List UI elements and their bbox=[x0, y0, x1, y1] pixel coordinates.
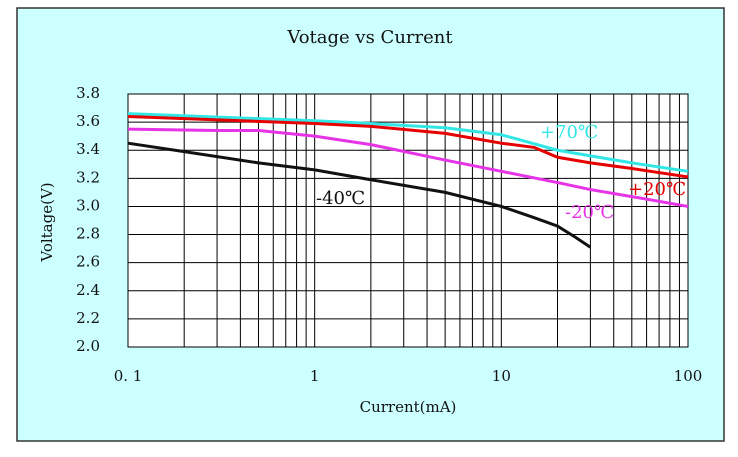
series-label: -20℃ bbox=[565, 202, 614, 223]
chart-title: Votage vs Current bbox=[286, 27, 453, 48]
y-tick-label: 3.6 bbox=[76, 112, 100, 130]
series-line bbox=[127, 114, 689, 179]
x-tick-label: 1 bbox=[310, 367, 320, 385]
y-tick-label: 3.2 bbox=[76, 168, 100, 186]
series-line bbox=[127, 141, 592, 249]
y-tick-label: 2.8 bbox=[76, 225, 100, 243]
y-tick-label: 2.6 bbox=[76, 253, 100, 271]
y-tick-label: 3.8 bbox=[76, 84, 100, 102]
x-tick-label: 10 bbox=[492, 367, 511, 385]
y-axis-label: Voltage(V) bbox=[38, 182, 56, 262]
series-label: +20℃ bbox=[628, 179, 686, 200]
series-line bbox=[127, 127, 689, 208]
y-tick-label: 3.4 bbox=[76, 140, 100, 158]
series-line bbox=[127, 112, 689, 173]
series-label: +70℃ bbox=[540, 122, 598, 143]
y-tick-label: 2.2 bbox=[76, 309, 100, 327]
y-tick-label: 3.0 bbox=[76, 196, 100, 214]
y-tick-label: 2.0 bbox=[76, 337, 100, 355]
x-axis-label: Current(mA) bbox=[360, 398, 457, 416]
y-tick-label: 2.4 bbox=[76, 281, 100, 299]
plot-area bbox=[127, 93, 689, 348]
x-tick-label: 100 bbox=[674, 367, 703, 385]
series-label: -40℃ bbox=[316, 188, 365, 209]
x-tick-label: 0. 1 bbox=[114, 367, 143, 385]
